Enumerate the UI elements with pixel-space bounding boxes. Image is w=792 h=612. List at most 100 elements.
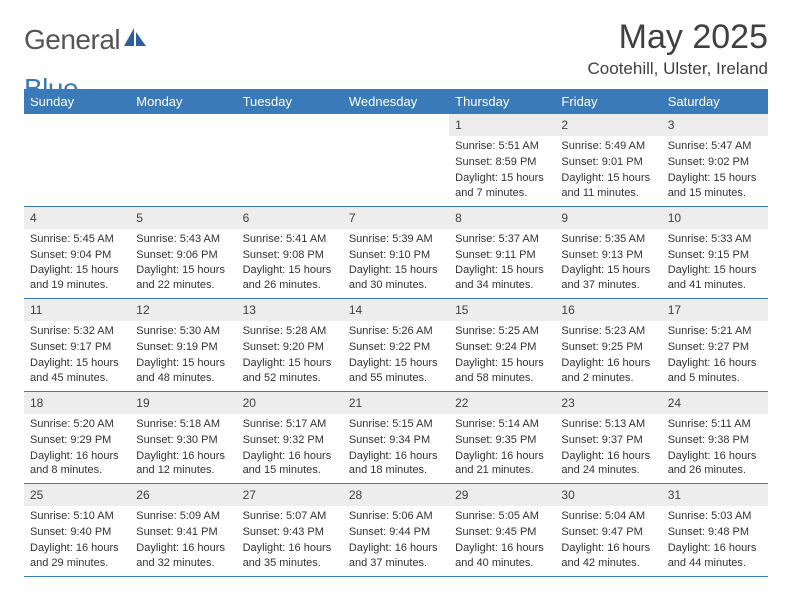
day-number: 15: [449, 299, 555, 321]
day-body: Sunrise: 5:32 AMSunset: 9:17 PMDaylight:…: [24, 324, 130, 390]
daylight-line: Daylight: 15 hours and 19 minutes.: [30, 263, 124, 293]
sunset-line: Sunset: 9:04 PM: [30, 248, 124, 263]
day-body: Sunrise: 5:51 AMSunset: 8:59 PMDaylight:…: [449, 139, 555, 205]
daylight-line: Daylight: 16 hours and 40 minutes.: [455, 541, 549, 571]
daylight-line: Daylight: 15 hours and 37 minutes.: [561, 263, 655, 293]
day-number: 22: [449, 392, 555, 414]
day-number: 3: [662, 114, 768, 136]
sunset-line: Sunset: 9:35 PM: [455, 433, 549, 448]
weekday-header: Thursday: [449, 89, 555, 114]
sunrise-line: Sunrise: 5:04 AM: [561, 509, 655, 524]
weekday-header: Wednesday: [343, 89, 449, 114]
calendar-cell: 25 Sunrise: 5:10 AMSunset: 9:40 PMDayligh…: [24, 484, 130, 577]
calendar-row: 1 Sunrise: 5:51 AMSunset: 8:59 PMDaylight…: [24, 114, 768, 206]
sunrise-line: Sunrise: 5:14 AM: [455, 417, 549, 432]
sunrise-line: Sunrise: 5:21 AM: [668, 324, 762, 339]
day-body: Sunrise: 5:07 AMSunset: 9:43 PMDaylight:…: [237, 509, 343, 575]
sunset-line: Sunset: 9:38 PM: [668, 433, 762, 448]
sunrise-line: Sunrise: 5:37 AM: [455, 232, 549, 247]
day-body: Sunrise: 5:03 AMSunset: 9:48 PMDaylight:…: [662, 509, 768, 575]
day-body: Sunrise: 5:11 AMSunset: 9:38 PMDaylight:…: [662, 417, 768, 483]
calendar-cell: 3 Sunrise: 5:47 AMSunset: 9:02 PMDaylight…: [662, 114, 768, 206]
calendar-cell: 6Sunrise: 5:41 AMSunset: 9:08 PMDaylight…: [237, 206, 343, 299]
daylight-line: Daylight: 16 hours and 2 minutes.: [561, 356, 655, 386]
calendar-cell: [237, 114, 343, 206]
day-body: Sunrise: 5:30 AMSunset: 9:19 PMDaylight:…: [130, 324, 236, 390]
sunrise-line: Sunrise: 5:32 AM: [30, 324, 124, 339]
daylight-line: Daylight: 15 hours and 48 minutes.: [136, 356, 230, 386]
sunrise-line: Sunrise: 5:13 AM: [561, 417, 655, 432]
calendar-cell: 23Sunrise: 5:13 AMSunset: 9:37 PMDayligh…: [555, 391, 661, 484]
daylight-line: Daylight: 15 hours and 26 minutes.: [243, 263, 337, 293]
day-number: 2: [555, 114, 661, 136]
day-body: Sunrise: 5:23 AMSunset: 9:25 PMDaylight:…: [555, 324, 661, 390]
day-number: 19: [130, 392, 236, 414]
day-number: 16: [555, 299, 661, 321]
calendar-row: 11Sunrise: 5:32 AMSunset: 9:17 PMDayligh…: [24, 299, 768, 392]
calendar-cell: 31 Sunrise: 5:03 AMSunset: 9:48 PMDayligh…: [662, 484, 768, 577]
daylight-line: Daylight: 15 hours and 22 minutes.: [136, 263, 230, 293]
day-number: 30: [555, 484, 661, 506]
calendar-cell: 4Sunrise: 5:45 AMSunset: 9:04 PMDaylight…: [24, 206, 130, 299]
sunset-line: Sunset: 9:10 PM: [349, 248, 443, 263]
calendar-row: 25 Sunrise: 5:10 AMSunset: 9:40 PMDayligh…: [24, 484, 768, 577]
sunset-line: Sunset: 9:30 PM: [136, 433, 230, 448]
calendar-cell: 12Sunrise: 5:30 AMSunset: 9:19 PMDayligh…: [130, 299, 236, 392]
day-number: 28: [343, 484, 449, 506]
daylight-line: Daylight: 16 hours and 21 minutes.: [455, 449, 549, 479]
location-text: Cootehill, Ulster, Ireland: [588, 59, 768, 79]
calendar-row: 18Sunrise: 5:20 AMSunset: 9:29 PMDayligh…: [24, 391, 768, 484]
sunrise-line: Sunrise: 5:05 AM: [455, 509, 549, 524]
sunrise-line: Sunrise: 5:23 AM: [561, 324, 655, 339]
day-body: Sunrise: 5:06 AMSunset: 9:44 PMDaylight:…: [343, 509, 449, 575]
day-body: Sunrise: 5:43 AMSunset: 9:06 PMDaylight:…: [130, 232, 236, 298]
day-body: Sunrise: 5:20 AMSunset: 9:29 PMDaylight:…: [24, 417, 130, 483]
sunrise-line: Sunrise: 5:17 AM: [243, 417, 337, 432]
day-body: Sunrise: 5:13 AMSunset: 9:37 PMDaylight:…: [555, 417, 661, 483]
day-number: 17: [662, 299, 768, 321]
calendar-cell: 30 Sunrise: 5:04 AMSunset: 9:47 PMDayligh…: [555, 484, 661, 577]
day-body: Sunrise: 5:47 AMSunset: 9:02 PMDaylight:…: [662, 139, 768, 205]
day-number: 8: [449, 207, 555, 229]
sunset-line: Sunset: 9:13 PM: [561, 248, 655, 263]
day-number: 13: [237, 299, 343, 321]
daylight-line: Daylight: 16 hours and 29 minutes.: [30, 541, 124, 571]
day-body: Sunrise: 5:14 AMSunset: 9:35 PMDaylight:…: [449, 417, 555, 483]
sunset-line: Sunset: 9:27 PM: [668, 340, 762, 355]
daylight-line: Daylight: 16 hours and 44 minutes.: [668, 541, 762, 571]
day-body: Sunrise: 5:04 AMSunset: 9:47 PMDaylight:…: [555, 509, 661, 575]
daylight-line: Daylight: 15 hours and 45 minutes.: [30, 356, 124, 386]
calendar-cell: 1 Sunrise: 5:51 AMSunset: 8:59 PMDaylight…: [449, 114, 555, 206]
day-number: 14: [343, 299, 449, 321]
day-body: Sunrise: 5:39 AMSunset: 9:10 PMDaylight:…: [343, 232, 449, 298]
daylight-line: Daylight: 16 hours and 37 minutes.: [349, 541, 443, 571]
daylight-line: Daylight: 16 hours and 26 minutes.: [668, 449, 762, 479]
day-body: Sunrise: 5:17 AMSunset: 9:32 PMDaylight:…: [237, 417, 343, 483]
calendar-cell: 7Sunrise: 5:39 AMSunset: 9:10 PMDaylight…: [343, 206, 449, 299]
day-body: Sunrise: 5:10 AMSunset: 9:40 PMDaylight:…: [24, 509, 130, 575]
day-number: 21: [343, 392, 449, 414]
sunset-line: Sunset: 9:44 PM: [349, 525, 443, 540]
sunset-line: Sunset: 9:32 PM: [243, 433, 337, 448]
sunset-line: Sunset: 9:02 PM: [668, 155, 762, 170]
day-number: 1: [449, 114, 555, 136]
daylight-line: Daylight: 16 hours and 5 minutes.: [668, 356, 762, 386]
sunset-line: Sunset: 9:43 PM: [243, 525, 337, 540]
sunrise-line: Sunrise: 5:43 AM: [136, 232, 230, 247]
sunset-line: Sunset: 9:15 PM: [668, 248, 762, 263]
daylight-line: Daylight: 16 hours and 24 minutes.: [561, 449, 655, 479]
day-body: Sunrise: 5:09 AMSunset: 9:41 PMDaylight:…: [130, 509, 236, 575]
day-number: 26: [130, 484, 236, 506]
day-number: 20: [237, 392, 343, 414]
daylight-line: Daylight: 15 hours and 52 minutes.: [243, 356, 337, 386]
day-number: 25: [24, 484, 130, 506]
sunrise-line: Sunrise: 5:06 AM: [349, 509, 443, 524]
day-number: 9: [555, 207, 661, 229]
sunset-line: Sunset: 9:22 PM: [349, 340, 443, 355]
day-number: 5: [130, 207, 236, 229]
day-body: Sunrise: 5:05 AMSunset: 9:45 PMDaylight:…: [449, 509, 555, 575]
calendar-cell: 16 Sunrise: 5:23 AMSunset: 9:25 PMDayligh…: [555, 299, 661, 392]
day-number: 31: [662, 484, 768, 506]
logo: General: [24, 18, 148, 56]
calendar-cell: 27Sunrise: 5:07 AMSunset: 9:43 PMDayligh…: [237, 484, 343, 577]
